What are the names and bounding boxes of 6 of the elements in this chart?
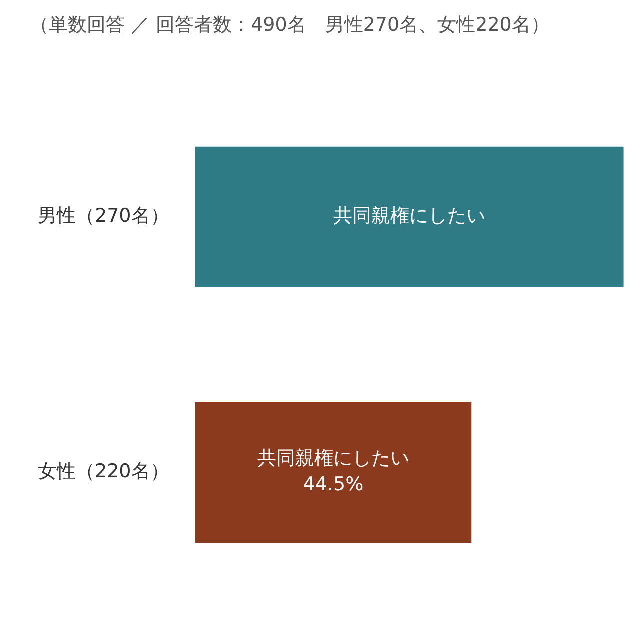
y-tick-label: 女性（220名） (38, 460, 170, 483)
text: 共同親権にしたい (334, 205, 486, 228)
chart-title: （単数回答 ／ 回答者数：490名 男性270名、女性220名） (30, 13, 550, 38)
series-label: 共同親権にしたい (257, 448, 410, 470)
data-label: 44.5% (303, 474, 364, 496)
y-tick-label: 男性（270名） (38, 205, 170, 228)
